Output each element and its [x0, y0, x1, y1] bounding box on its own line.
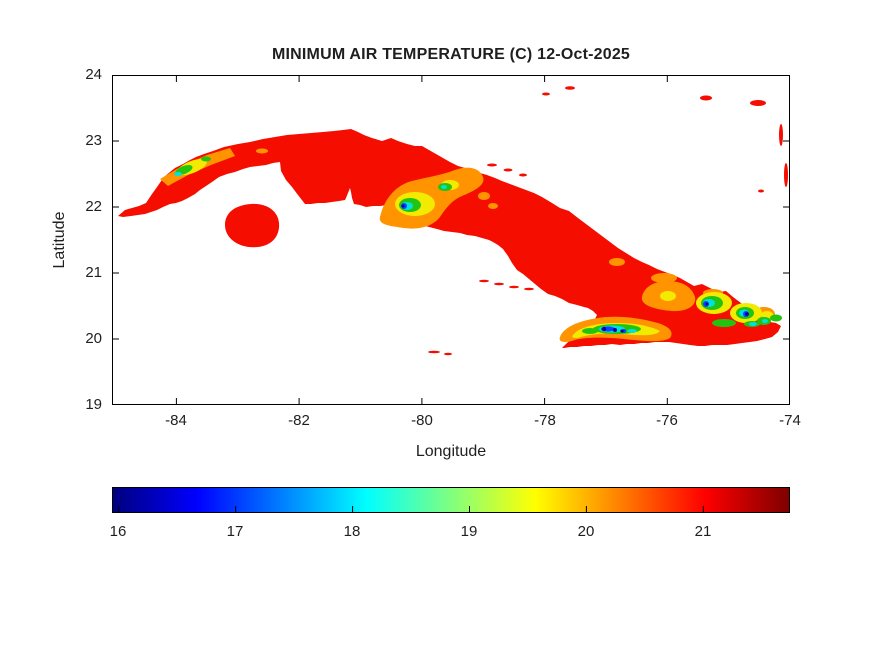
isla-de-la-juventud: [225, 203, 280, 248]
y-axis-ticks: [112, 140, 790, 340]
colorbar-tick-label: 16: [109, 523, 127, 540]
y-axis-label: Latitude: [51, 211, 68, 269]
y-tick-label: 21: [85, 264, 102, 281]
chart-title: MINIMUM AIR TEMPERATURE (C) 12-Oct-2025: [271, 46, 631, 63]
colorbar-tick-label: 18: [343, 523, 361, 540]
colorbar-tick-label: 20: [577, 523, 595, 540]
x-axis-ticks: [175, 75, 668, 405]
x-tick-label: -82: [288, 412, 310, 429]
x-tick-label: -80: [411, 412, 433, 429]
y-tick-label: 24: [85, 66, 102, 83]
y-tick-label: 23: [85, 132, 102, 149]
colorbar-ticks: [118, 506, 704, 512]
colorbar-gradient: [112, 487, 790, 513]
plot-area: [112, 75, 790, 405]
x-tick-label: -74: [779, 412, 801, 429]
colorbar-tick-label: 17: [226, 523, 244, 540]
dark-blue-temperature-patches: [401, 204, 749, 333]
cuba-main-island: [118, 129, 781, 348]
cuba-temperature-map: [118, 86, 788, 356]
x-tick-label: -78: [534, 412, 556, 429]
x-tick-label: -84: [165, 412, 187, 429]
y-tick-label: 22: [85, 198, 102, 215]
x-tick-label: -76: [656, 412, 678, 429]
y-tick-label: 19: [85, 396, 102, 413]
axes-box: [112, 75, 790, 405]
colorbar-tick-label: 19: [460, 523, 478, 540]
x-axis-label: Longitude: [415, 443, 487, 460]
cuba-landmass: [118, 86, 788, 356]
y-tick-label: 20: [85, 330, 102, 347]
colorbar-tick-label: 21: [694, 523, 712, 540]
